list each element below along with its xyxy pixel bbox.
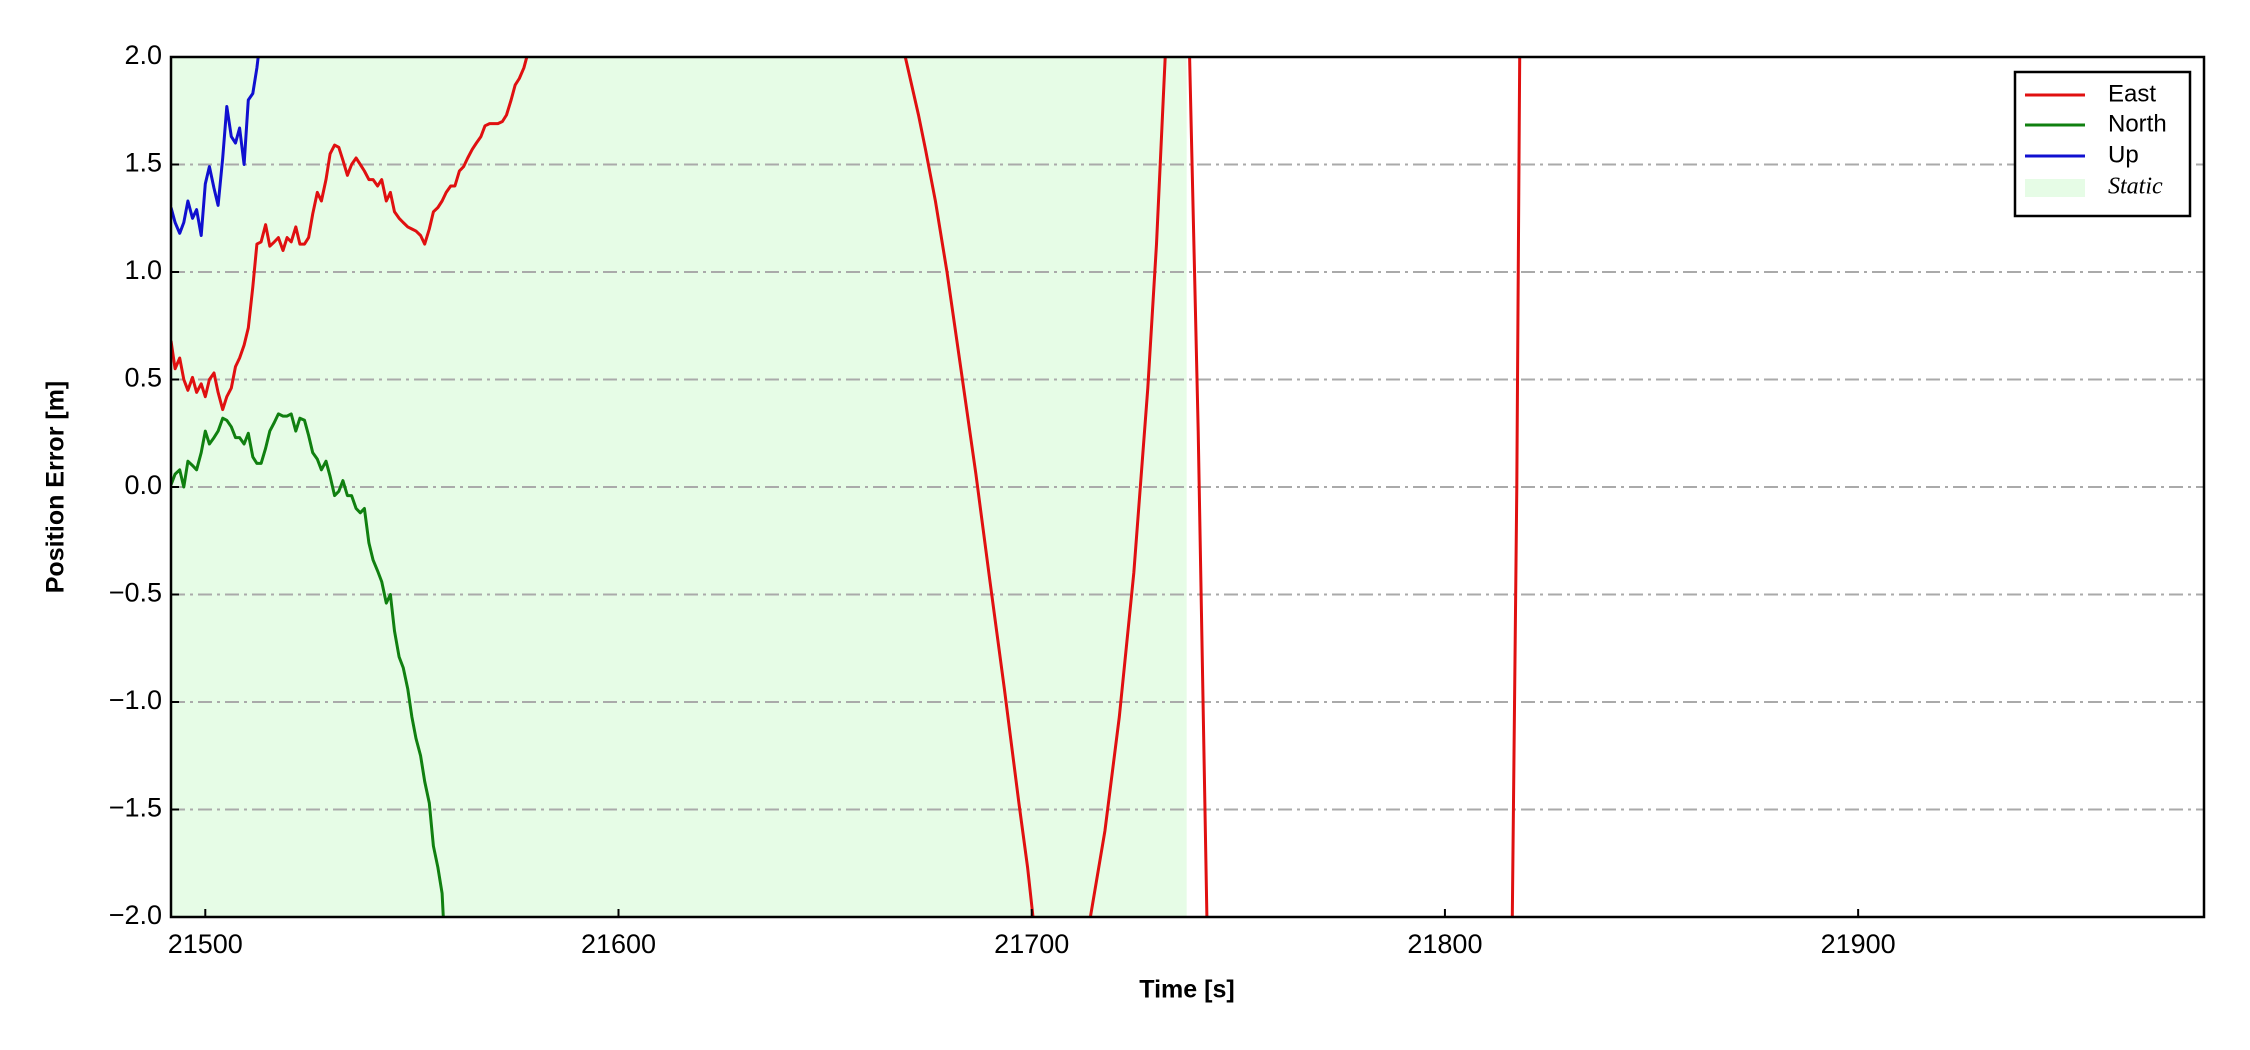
y-tick-label: 1.0 <box>124 255 162 285</box>
legend-label: Up <box>2108 141 2139 168</box>
series-line <box>171 412 445 917</box>
axes: −2.0 −1.5 −1.0 −0.5 0.0 0.5 1.0 1.5 2.0 21500 2160… <box>109 40 1896 959</box>
legend-label: North <box>2108 110 2167 137</box>
x-axis-label: Time [s] <box>1139 976 1234 1004</box>
x-tick-label: 21500 <box>168 929 243 959</box>
legend-label: Static <box>2108 174 2163 200</box>
y-tick-label: 0.5 <box>124 363 162 393</box>
series-line <box>171 57 260 237</box>
lines <box>171 57 1522 917</box>
y-tick-label: 0.0 <box>124 470 162 500</box>
y-tick-label: −1.0 <box>109 685 162 715</box>
y-tick-label: −1.5 <box>109 793 162 823</box>
x-tick-label: 21600 <box>581 929 656 959</box>
y-tick-label: 1.5 <box>124 148 162 178</box>
x-tick-label: 21800 <box>1407 929 1482 959</box>
series-line <box>171 57 1522 917</box>
x-tick-label: 21700 <box>994 929 1069 959</box>
y-axis-label: Position Error [m] <box>42 381 70 594</box>
y-tick-label: −0.5 <box>109 578 162 608</box>
legend: East North Up Static <box>2013 70 2192 218</box>
legend-swatch <box>2025 179 2085 197</box>
y-tick-label: −2.0 <box>109 900 162 930</box>
y-tick-label: 2.0 <box>124 40 162 70</box>
legend-label: East <box>2108 80 2156 107</box>
x-tick-label: 21900 <box>1821 929 1896 959</box>
